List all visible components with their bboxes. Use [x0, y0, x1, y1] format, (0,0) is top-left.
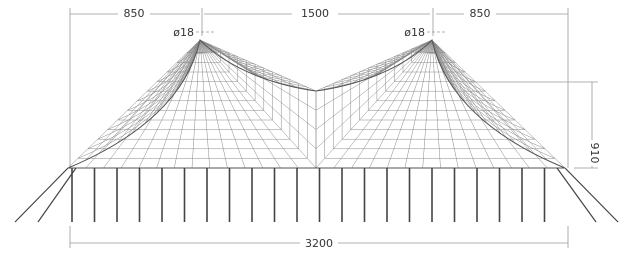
diameter-label: ø18 [404, 26, 425, 39]
dimension-lines [70, 8, 598, 248]
poles [15, 168, 618, 222]
guy-rope [557, 168, 596, 222]
dimension-label: 850 [124, 7, 145, 20]
diameter-label: ø18 [173, 26, 194, 39]
mesh-contour [333, 50, 545, 149]
dimension-label: 3200 [305, 237, 333, 250]
guy-rope [565, 168, 618, 222]
mesh-contour [88, 50, 299, 149]
guy-rope [15, 168, 68, 222]
guy-rope [38, 168, 76, 222]
tent-drawing: 850 1500 850 ø18 ø18 910 3200 [0, 0, 630, 255]
mesh-contour [325, 51, 555, 158]
dimension-label: 1500 [301, 7, 329, 20]
dimension-label: 850 [470, 7, 491, 20]
roof-mesh [68, 40, 565, 168]
mesh-contour [98, 49, 290, 139]
mesh-contour [342, 49, 535, 139]
mesh-contour [78, 51, 307, 158]
dimension-label: 910 [588, 143, 601, 164]
